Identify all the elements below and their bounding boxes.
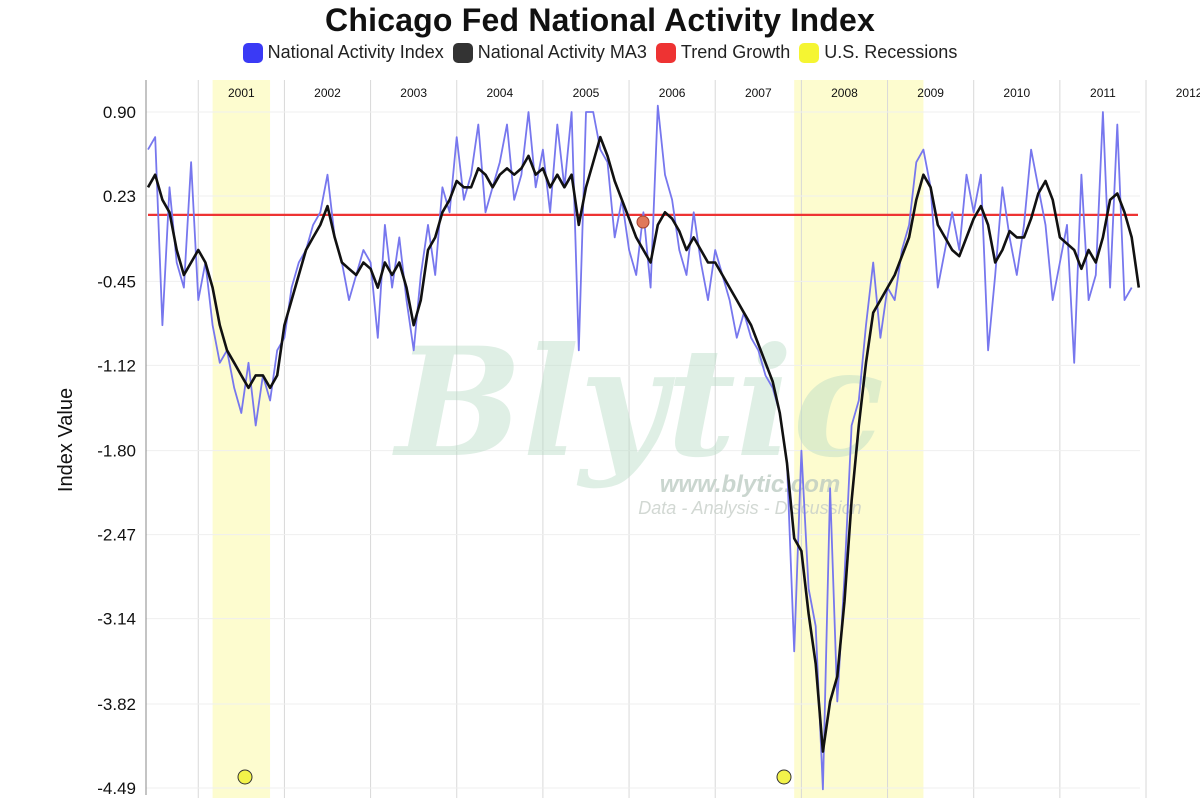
legend-item-activity-index[interactable]: National Activity Index: [242, 42, 444, 63]
y-tick-label-1: 0.23: [103, 187, 136, 206]
year-label-2012: 2012: [1176, 86, 1200, 100]
legend-item-trend-growth[interactable]: Trend Growth: [655, 42, 791, 63]
year-label-2003: 2003: [400, 86, 427, 100]
y-tick-label-8: -4.49: [97, 779, 136, 798]
right-frame: [1160, 0, 1200, 800]
y-tick-labels: 0.90 0.23 -0.45 -1.12 -1.80 -2.47 -3.14 -3.82 -4…: [97, 103, 136, 798]
event-markers: [237, 215, 792, 785]
year-gridlines: [146, 80, 1147, 798]
watermark-logo: Blytic: [392, 315, 885, 491]
legend-label-activity-index: National Activity Index: [267, 42, 444, 62]
chart-legend: National Activity Index National Activit…: [0, 42, 1200, 68]
legend-label-trend-growth: Trend Growth: [680, 42, 791, 62]
year-labels: 2001 2002 2003 2004 2005 2006 2007 2008 2009 2010…: [228, 86, 1200, 100]
series-line-ma3: [146, 135, 1141, 753]
year-label-2008: 2008: [831, 86, 858, 100]
left-frame: [0, 0, 40, 800]
year-label-2007: 2007: [745, 86, 772, 100]
watermark: Blytic www.blytic.com Data - Analysis - …: [392, 315, 885, 518]
watermark-tagline: Data - Analysis - Discussion: [638, 498, 861, 518]
chart-title: Chicago Fed National Activity Index: [325, 2, 875, 38]
legend-item-ma3[interactable]: National Activity MA3: [452, 42, 647, 63]
legend-swatch-recessions: [799, 42, 820, 63]
legend-swatch-activity-index: [242, 42, 263, 63]
year-label-2010: 2010: [1003, 86, 1030, 100]
series-lines: [146, 104, 1141, 791]
legend-item-recessions[interactable]: U.S. Recessions: [799, 42, 957, 63]
watermark-url: www.blytic.com: [660, 471, 840, 498]
y-tick-label-3: -1.12: [97, 356, 136, 375]
year-label-2005: 2005: [573, 86, 600, 100]
recession-marker-2001: [237, 769, 253, 785]
legend-label-ma3: National Activity MA3: [477, 42, 647, 62]
y-tick-label-5: -2.47: [97, 526, 136, 545]
y-tick-label-7: -3.82: [97, 695, 136, 714]
legend-swatch-trend-growth: [655, 42, 676, 63]
y-tick-label-0: 0.90: [103, 103, 136, 122]
recession-marker-2008: [776, 769, 792, 785]
legend-label-recessions: U.S. Recessions: [824, 42, 958, 62]
y-tick-label-6: -3.14: [97, 610, 136, 629]
recession-band-1: [212, 80, 271, 798]
year-label-2009: 2009: [917, 86, 944, 100]
y-axis-label: Index Value: [55, 388, 77, 492]
trend-marker: [636, 215, 650, 229]
year-label-2011: 2011: [1090, 86, 1116, 100]
y-tick-label-4: -1.80: [97, 442, 136, 461]
year-label-2001: 2001: [228, 86, 255, 100]
year-label-2002: 2002: [314, 86, 341, 100]
year-label-2006: 2006: [659, 86, 686, 100]
legend-swatch-ma3: [452, 42, 473, 63]
y-tick-label-2: -0.45: [97, 272, 136, 291]
year-label-2004: 2004: [486, 86, 513, 100]
